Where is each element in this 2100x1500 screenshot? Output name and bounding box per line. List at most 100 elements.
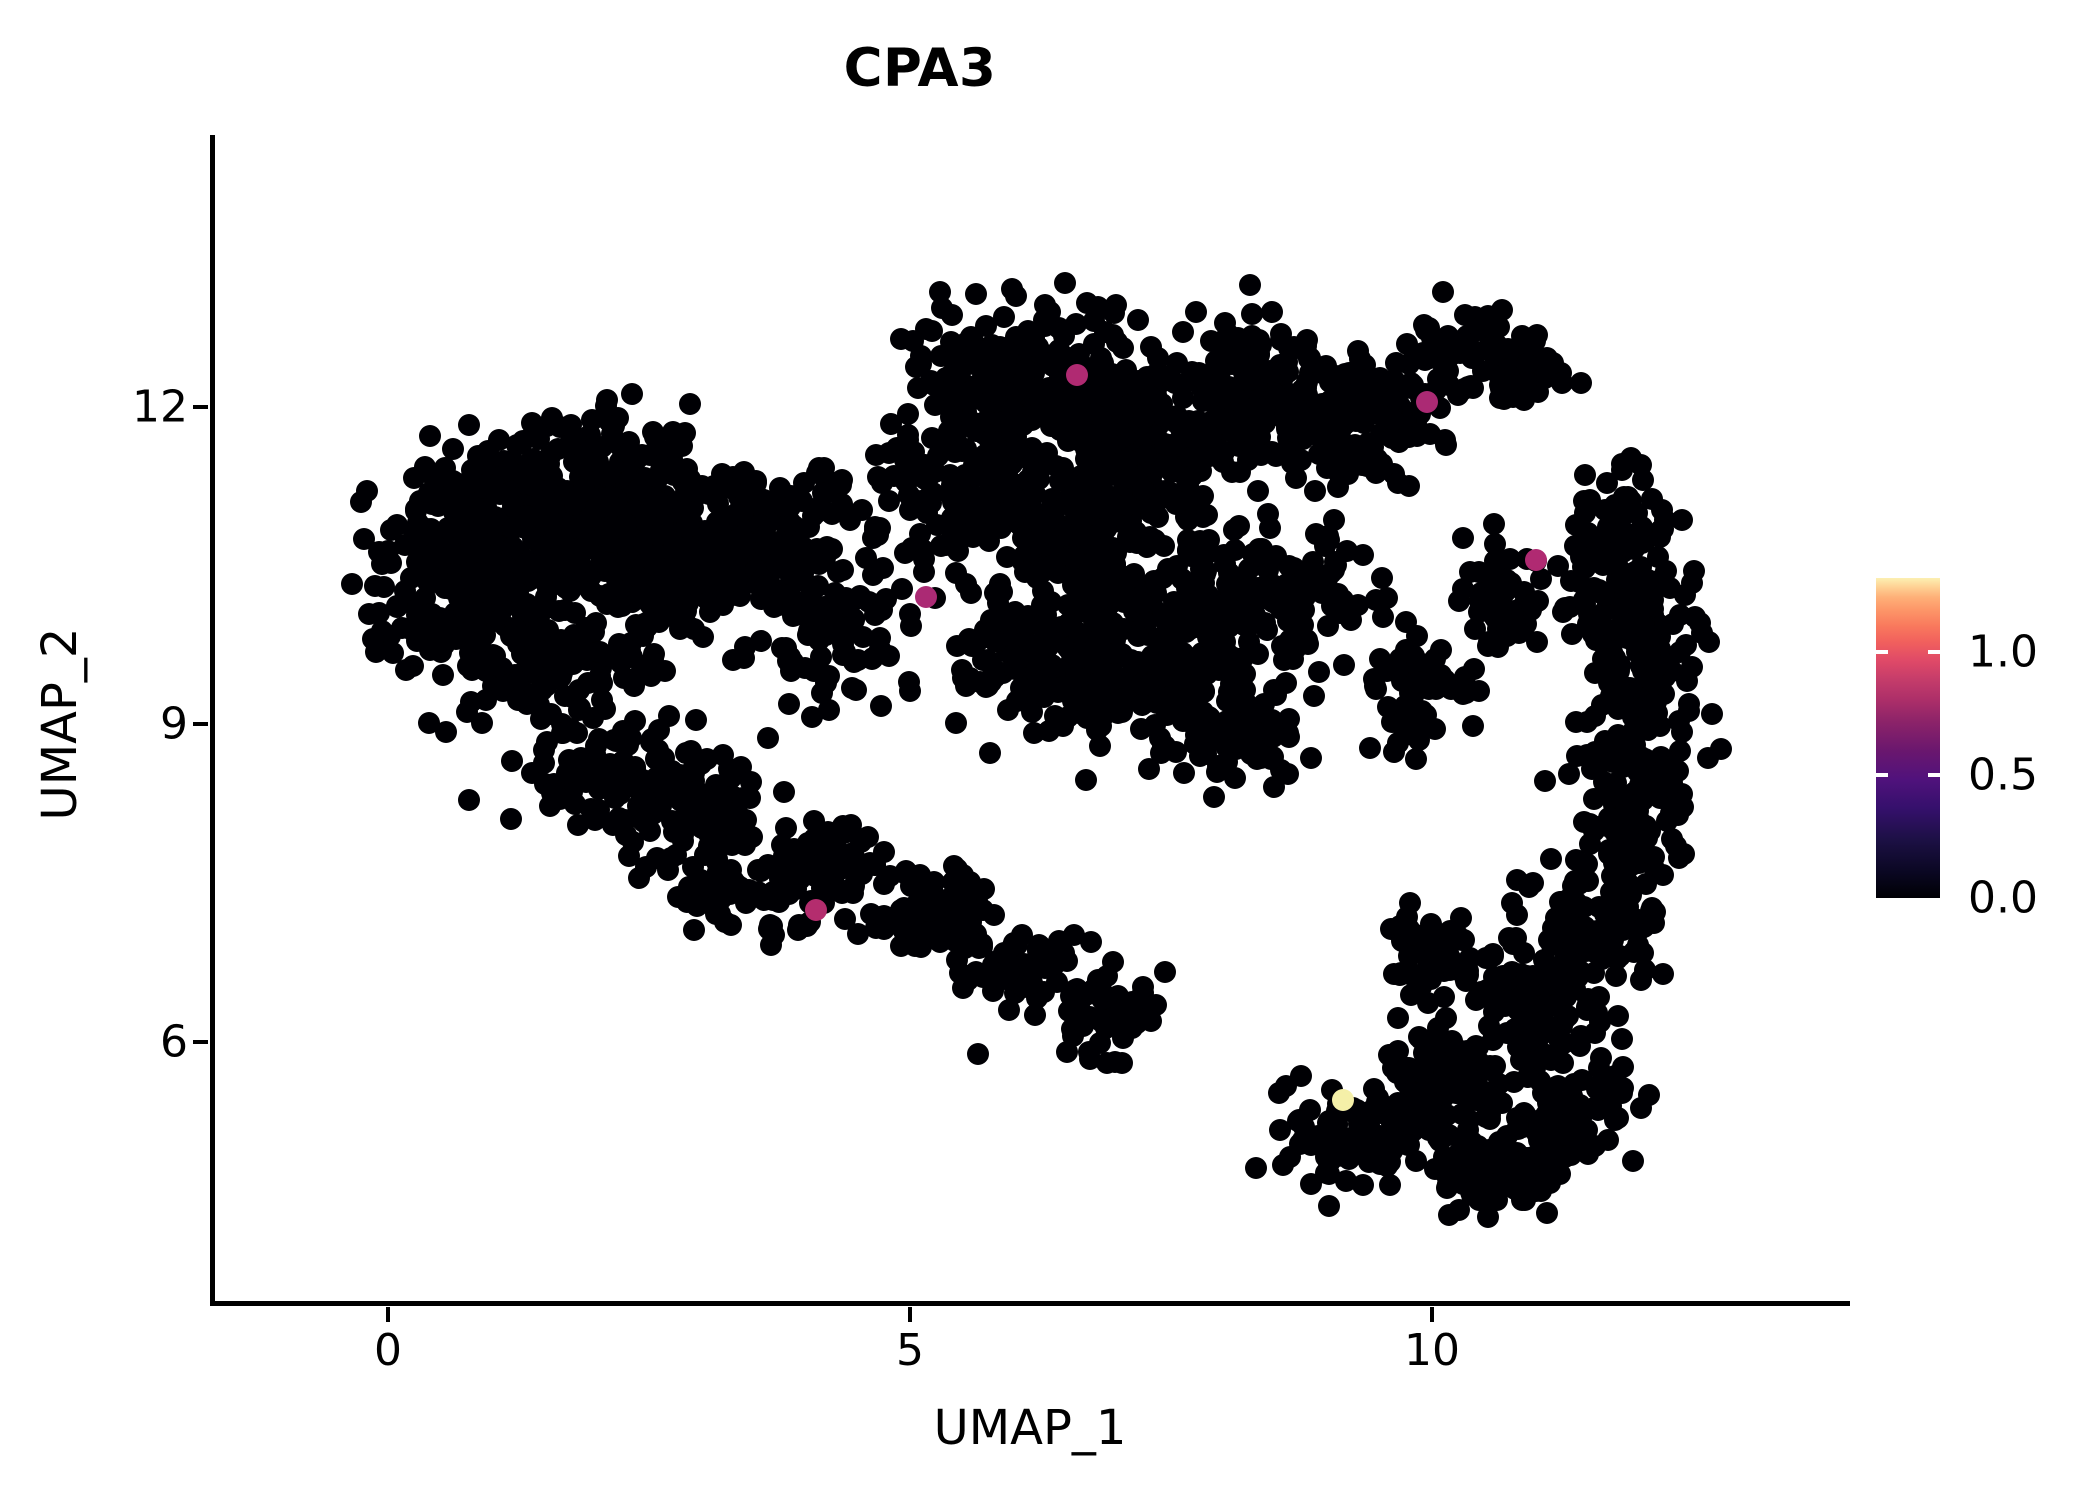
- scatter-point: [607, 806, 630, 829]
- scatter-point: [1650, 499, 1673, 522]
- scatter-point: [1539, 1103, 1562, 1126]
- scatter-point: [1096, 618, 1119, 641]
- scatter-point: [1023, 1003, 1046, 1026]
- scatter-point: [1387, 1006, 1410, 1029]
- scatter-point: [666, 817, 689, 840]
- scatter-point: [1683, 559, 1706, 582]
- scatter-point: [1496, 989, 1519, 1012]
- scatter-point: [1437, 1204, 1460, 1227]
- scatter-point: [435, 721, 458, 744]
- scatter-point: [1563, 1111, 1586, 1134]
- scatter-point: [1327, 403, 1350, 426]
- scatter-point: [951, 899, 974, 922]
- scatter-point: [501, 750, 524, 773]
- scatter-point: [784, 604, 807, 627]
- scatter-point: [402, 520, 425, 543]
- scatter-point: [1629, 746, 1652, 769]
- scatter-point: [1525, 324, 1548, 347]
- scatter-point: [618, 441, 641, 464]
- scatter-point: [1533, 770, 1556, 793]
- scatter-point: [516, 592, 539, 615]
- scatter-point: [429, 640, 452, 663]
- scatter-point: [644, 426, 667, 449]
- scatter-point: [1460, 1131, 1483, 1154]
- scatter-point: [1173, 761, 1196, 784]
- scatter-point: [1637, 1083, 1660, 1106]
- colorbar-tick-label: 1.0: [1968, 626, 2038, 678]
- scatter-point: [511, 625, 534, 648]
- scatter-point: [1031, 594, 1053, 617]
- scatter-point: [1589, 1047, 1612, 1070]
- scatter-point: [1661, 771, 1684, 794]
- scatter-point: [1270, 323, 1293, 346]
- scatter-point: [1054, 272, 1077, 295]
- scatter-point: [753, 575, 776, 598]
- scatter-point: [810, 682, 833, 705]
- scatter-point: [628, 867, 651, 890]
- scatter-point: [679, 392, 702, 415]
- scatter-point: [1605, 964, 1627, 987]
- scatter-point: [1245, 577, 1268, 600]
- scatter-point: [1429, 664, 1452, 687]
- scatter-point: [547, 599, 570, 622]
- scatter-point: [630, 654, 653, 677]
- scatter-point: [540, 406, 563, 429]
- scatter-point: [841, 676, 864, 699]
- scatter-point: [1094, 517, 1117, 540]
- scatter-point: [1084, 439, 1107, 462]
- plot-axes: 6 9 12 0 5 10: [132, 135, 1850, 1376]
- scatter-point: [1275, 671, 1298, 694]
- scatter-point: [1333, 654, 1356, 677]
- scatter-point: [1569, 546, 1592, 569]
- scatter-point-highlighted: [805, 898, 828, 921]
- scatter-point-highlighted: [914, 586, 937, 609]
- scatter-point: [647, 556, 670, 579]
- scatter-point: [1299, 1134, 1322, 1157]
- scatter-point: [1185, 301, 1208, 324]
- scatter-point: [429, 546, 452, 569]
- scatter-point: [1088, 355, 1111, 378]
- scatter-point: [941, 303, 964, 326]
- scatter-point: [760, 914, 783, 937]
- scatter-point: [824, 581, 847, 604]
- scatter-point: [1557, 1005, 1580, 1028]
- scatter-point: [1245, 1157, 1268, 1180]
- scatter-point: [1025, 673, 1048, 696]
- colorbar-tick-label: 0.5: [1968, 749, 2038, 801]
- scatter-point: [944, 711, 967, 734]
- scatter-point: [897, 483, 920, 506]
- y-tick-label: 6: [160, 1016, 188, 1068]
- scatter-point: [1081, 685, 1104, 708]
- scatter-point: [1012, 414, 1035, 437]
- scatter-point: [1262, 776, 1285, 799]
- scatter-point: [1270, 597, 1293, 620]
- scatter-point: [861, 647, 884, 670]
- scatter-point: [1424, 717, 1447, 740]
- scatter-point: [1135, 443, 1158, 466]
- scatter-point: [750, 630, 773, 653]
- scatter-point: [965, 283, 988, 306]
- scatter-point: [1668, 846, 1691, 869]
- scatter-point: [772, 780, 795, 803]
- scatter-point: [1538, 929, 1561, 952]
- scatter-point: [660, 846, 683, 869]
- scatter-point: [972, 898, 994, 921]
- scatter-point: [1290, 448, 1313, 471]
- scatter-point: [646, 523, 669, 546]
- x-tick-label: 0: [374, 1325, 402, 1376]
- scatter-point: [1616, 871, 1639, 894]
- y-tick-mark: [193, 1039, 208, 1044]
- scatter-point: [924, 920, 947, 943]
- scatter-point: [1299, 747, 1322, 770]
- scatter-point: [691, 626, 714, 649]
- scatter-point: [1602, 844, 1625, 867]
- scatter-point: [1328, 602, 1351, 625]
- scatter-point: [458, 789, 481, 812]
- scatter-point: [1609, 521, 1632, 544]
- scatter-point: [1152, 535, 1175, 558]
- scatter-point: [1250, 443, 1273, 466]
- scatter-point: [1410, 1106, 1433, 1129]
- scatter-point: [1606, 698, 1629, 721]
- scatter-point: [1479, 590, 1502, 613]
- scatter-point: [1257, 502, 1279, 525]
